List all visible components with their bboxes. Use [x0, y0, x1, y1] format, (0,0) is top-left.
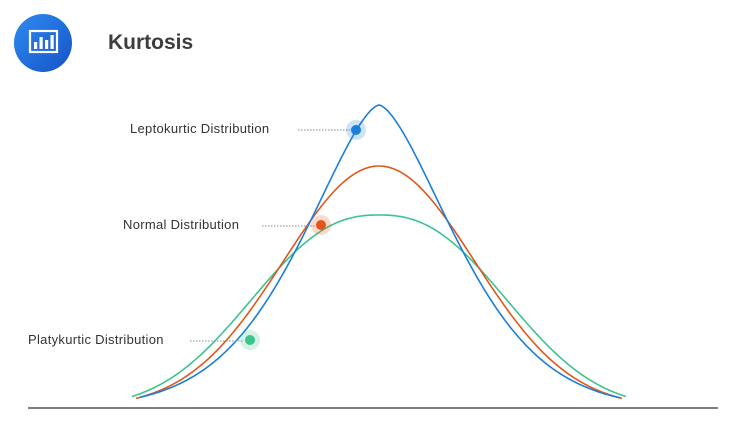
leptokurtic-label: Leptokurtic Distribution	[130, 121, 269, 136]
normal-marker	[316, 220, 326, 230]
platykurtic-label: Platykurtic Distribution	[28, 332, 164, 347]
leptokurtic-callout: Leptokurtic Distribution	[130, 120, 366, 140]
platykurtic-marker	[245, 335, 255, 345]
normal-label: Normal Distribution	[123, 217, 239, 232]
platykurtic-callout: Platykurtic Distribution	[28, 330, 260, 350]
normal-curve	[135, 165, 623, 400]
normal-callout: Normal Distribution	[123, 215, 331, 235]
bar-chart-icon	[14, 14, 72, 72]
platykurtic-curve	[131, 214, 627, 398]
leptokurtic-curve	[139, 104, 621, 399]
page-title: Kurtosis	[108, 31, 194, 54]
leptokurtic-marker	[351, 125, 361, 135]
